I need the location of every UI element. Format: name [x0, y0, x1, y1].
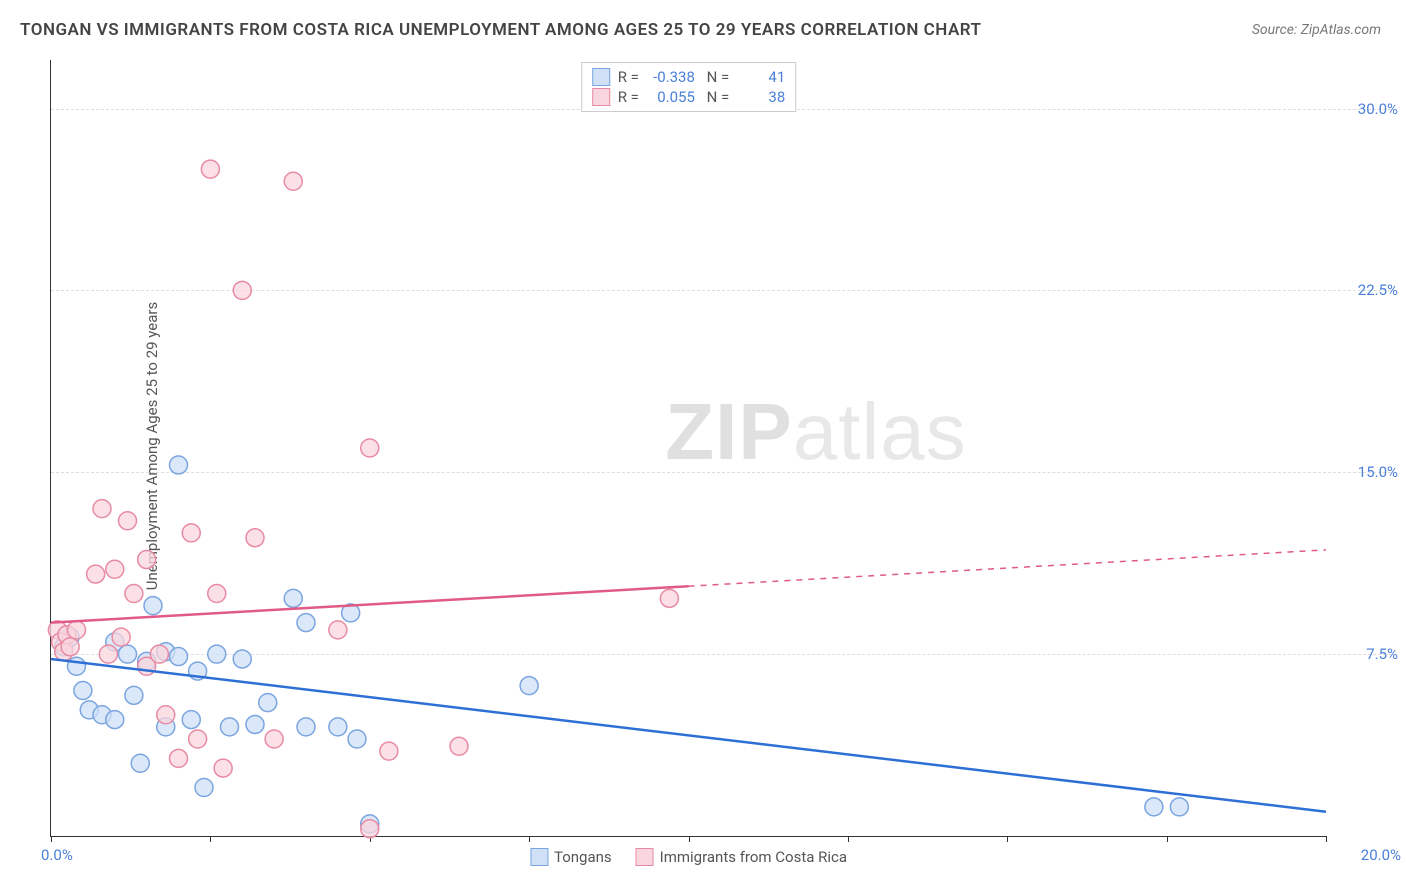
- y-tick-label: 7.5%: [1338, 645, 1398, 663]
- scatter-point: [221, 718, 239, 736]
- scatter-point: [284, 589, 302, 607]
- scatter-point: [233, 281, 251, 299]
- y-tick-label: 15.0%: [1338, 463, 1398, 481]
- scatter-point: [106, 711, 124, 729]
- stat-r-val-2: 0.055: [647, 88, 695, 106]
- scatter-point: [125, 686, 143, 704]
- scatter-point: [195, 779, 213, 797]
- scatter-point: [259, 694, 277, 712]
- scatter-point: [170, 749, 188, 767]
- scatter-point: [329, 718, 347, 736]
- legend-stats-row: R = -0.338 N = 41: [592, 67, 786, 87]
- x-tick: [210, 836, 211, 842]
- source-label: Source: ZipAtlas.com: [1252, 22, 1381, 38]
- scatter-point: [329, 621, 347, 639]
- scatter-point: [182, 711, 200, 729]
- x-tick: [1167, 836, 1168, 842]
- legend-stats: R = -0.338 N = 41 R = 0.055 N = 38: [581, 62, 797, 112]
- x-tick: [1007, 836, 1008, 842]
- scatter-point: [68, 621, 86, 639]
- scatter-point: [119, 512, 137, 530]
- scatter-point: [189, 730, 207, 748]
- scatter-point: [119, 645, 137, 663]
- legend-swatch-b2: [636, 848, 654, 866]
- scatter-point: [157, 706, 175, 724]
- scatter-point: [520, 677, 538, 695]
- scatter-point: [150, 645, 168, 663]
- x-tick: [848, 836, 849, 842]
- x-tick: [1326, 836, 1327, 842]
- scatter-point: [246, 715, 264, 733]
- scatter-point: [246, 529, 264, 547]
- trend-line-dashed: [689, 550, 1327, 586]
- chart-title: TONGAN VS IMMIGRANTS FROM COSTA RICA UNE…: [20, 20, 982, 40]
- stat-r-label: R =: [618, 68, 639, 86]
- bottom-legend-label-2: Immigrants from Costa Rica: [660, 848, 847, 866]
- scatter-point: [138, 551, 156, 569]
- chart-container: TONGAN VS IMMIGRANTS FROM COSTA RICA UNE…: [0, 0, 1406, 892]
- scatter-point: [131, 754, 149, 772]
- legend-swatch-b1: [530, 848, 548, 866]
- y-tick-label: 22.5%: [1338, 281, 1398, 299]
- scatter-point: [201, 160, 219, 178]
- scatter-point: [208, 645, 226, 663]
- scatter-point: [87, 565, 105, 583]
- bottom-legend: Tongans Immigrants from Costa Rica: [530, 848, 847, 866]
- scatter-point: [1145, 798, 1163, 816]
- scatter-point: [297, 614, 315, 632]
- scatter-point: [265, 730, 283, 748]
- scatter-point: [170, 648, 188, 666]
- scatter-point: [380, 742, 398, 760]
- stat-r-label: R =: [618, 88, 639, 106]
- stat-n-label: N =: [703, 68, 729, 86]
- scatter-point: [214, 759, 232, 777]
- scatter-point: [93, 500, 111, 518]
- legend-stats-row: R = 0.055 N = 38: [592, 87, 786, 107]
- scatter-point: [348, 730, 366, 748]
- plot-area: ZIPatlas R = -0.338 N = 41 R = 0.055 N =…: [50, 60, 1326, 837]
- legend-swatch-1: [592, 68, 610, 86]
- scatter-point: [106, 560, 124, 578]
- bottom-legend-item: Immigrants from Costa Rica: [636, 848, 847, 866]
- scatter-point: [233, 650, 251, 668]
- scatter-point: [208, 585, 226, 603]
- x-axis-min-label: 0.0%: [41, 846, 73, 864]
- stat-n-val-2: 38: [737, 88, 785, 106]
- x-tick: [51, 836, 52, 842]
- scatter-point: [61, 638, 79, 656]
- scatter-point: [125, 585, 143, 603]
- y-tick-label: 30.0%: [1338, 100, 1398, 118]
- scatter-point: [450, 737, 468, 755]
- trend-line-solid: [51, 659, 1326, 812]
- scatter-point: [170, 456, 188, 474]
- bottom-legend-item: Tongans: [530, 848, 612, 866]
- scatter-point: [74, 682, 92, 700]
- scatter-point: [361, 820, 379, 838]
- scatter-point: [182, 524, 200, 542]
- x-tick: [689, 836, 690, 842]
- stat-n-label: N =: [703, 88, 729, 106]
- scatter-point: [68, 657, 86, 675]
- plot-svg: [51, 60, 1326, 836]
- scatter-point: [144, 597, 162, 615]
- scatter-point: [1170, 798, 1188, 816]
- scatter-point: [660, 589, 678, 607]
- scatter-point: [361, 439, 379, 457]
- stat-n-val-1: 41: [737, 68, 785, 86]
- bottom-legend-label-1: Tongans: [554, 848, 612, 866]
- scatter-point: [99, 645, 117, 663]
- stat-r-val-1: -0.338: [647, 68, 695, 86]
- scatter-point: [284, 172, 302, 190]
- legend-swatch-2: [592, 88, 610, 106]
- x-tick: [529, 836, 530, 842]
- scatter-point: [112, 628, 130, 646]
- x-axis-max-label: 20.0%: [1361, 846, 1401, 864]
- scatter-point: [297, 718, 315, 736]
